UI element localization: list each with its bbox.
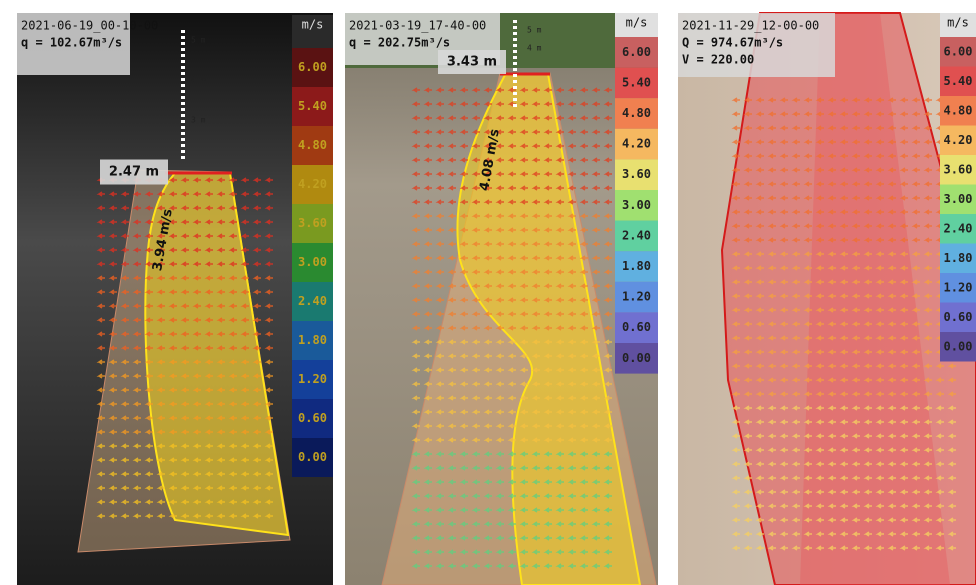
colorbar-label: 4.20: [298, 177, 327, 191]
colorbar-label: 3.60: [298, 216, 327, 230]
colorbar-label: 6.00: [944, 44, 973, 58]
water-level: 2.47 m: [109, 165, 159, 180]
ruler-label: 5 m: [191, 36, 206, 45]
colorbar-label: 2.40: [622, 228, 651, 242]
colorbar-label: 6.00: [622, 45, 651, 59]
colorbar-label: 3.00: [622, 198, 651, 212]
colorbar-label: 1.20: [298, 372, 327, 386]
colorbar-label: 1.20: [944, 280, 973, 294]
colorbar-label: 4.80: [298, 138, 327, 152]
colorbar-label: 0.00: [298, 450, 327, 464]
volume: V = 220.00: [682, 53, 754, 67]
timestamp: 2021-11-29_12-00-00: [682, 19, 819, 33]
colorbar-label: 2.40: [944, 221, 973, 235]
colorbar-label: 1.20: [622, 290, 651, 304]
colorbar-label: 0.00: [622, 351, 651, 365]
colorbar-label: 5.40: [944, 74, 973, 88]
figure: 2021-06-19_00-10-00q = 102.67m³/s 2.47 m 3…: [0, 0, 976, 585]
colorbar-label: 0.60: [298, 411, 327, 425]
discharge: q = 102.67m³/s: [21, 36, 122, 50]
colorbar-unit: m/s: [626, 16, 648, 30]
timestamp: 2021-06-19_00-10-00: [21, 19, 158, 33]
colorbar-label: 4.80: [622, 106, 651, 120]
colorbar-label: 5.40: [298, 99, 327, 113]
discharge: Q = 974.67m³/s: [682, 36, 783, 50]
colorbar-label: 3.60: [622, 167, 651, 181]
colorbar-label: 4.20: [622, 137, 651, 151]
colorbar-label: 3.00: [944, 192, 973, 206]
colorbar-label: 3.60: [944, 162, 973, 176]
colorbar-label: 0.60: [944, 310, 973, 324]
colorbar-label: 3.00: [298, 255, 327, 269]
colorbar-label: 1.80: [944, 251, 973, 265]
colorbar-unit: m/s: [302, 18, 324, 32]
colorbar-label: 0.00: [944, 339, 973, 353]
ruler-label: 4 m: [527, 44, 542, 53]
ruler-label: 5 m: [527, 26, 542, 35]
colorbar-unit: m/s: [947, 16, 969, 30]
timestamp: 2021-03-19_17-40-00: [349, 19, 486, 33]
ruler-label: 4 m: [191, 76, 206, 85]
colorbar-label: 5.40: [622, 75, 651, 89]
colorbar-label: 0.60: [622, 320, 651, 334]
colorbar-label: 1.80: [622, 259, 651, 273]
colorbar-label: 2.40: [298, 294, 327, 308]
colorbar-label: 4.20: [944, 133, 973, 147]
colorbar-label: 1.80: [298, 333, 327, 347]
colorbar-label: 4.80: [944, 103, 973, 117]
water-level: 3.43 m: [447, 55, 497, 70]
ruler-label: 3 m: [191, 116, 206, 125]
discharge: q = 202.75m³/s: [349, 36, 450, 50]
colorbar-label: 6.00: [298, 60, 327, 74]
